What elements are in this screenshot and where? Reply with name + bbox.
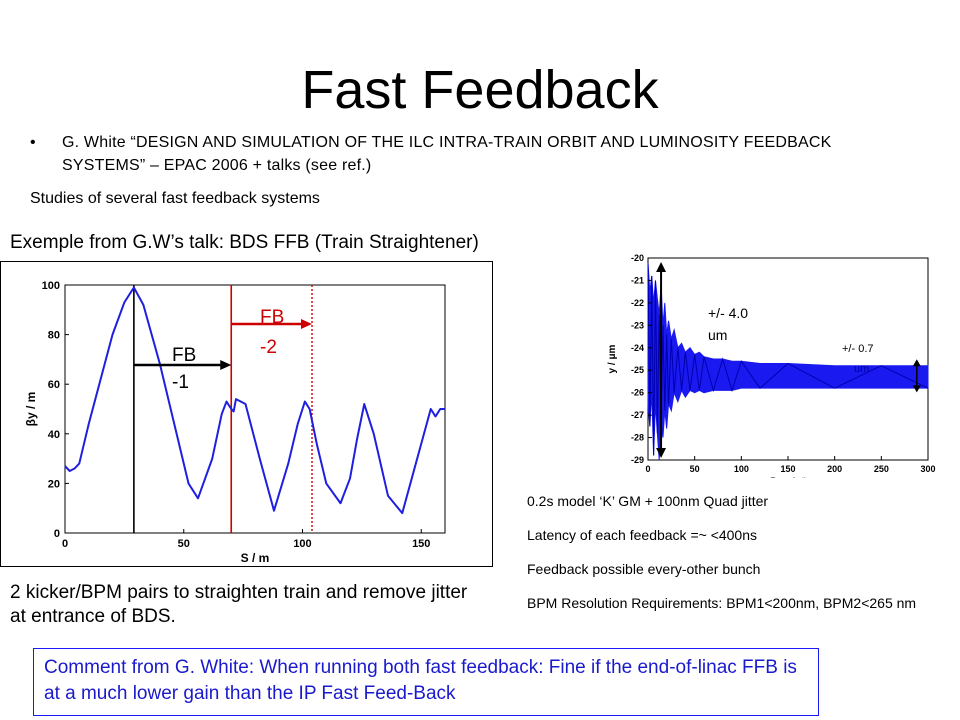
y-tick-label: 20	[48, 478, 60, 490]
range-label-large: +/- 4.0	[708, 305, 748, 321]
y-tick-label: -23	[631, 320, 644, 330]
range-arrow-large-tail	[656, 448, 667, 458]
fb2-label-suffix: -2	[260, 337, 277, 358]
note-item: Latency of each feedback =~ <400ns	[527, 527, 758, 543]
range-arrow-small-tail	[912, 385, 921, 393]
x-axis-label: S / m	[241, 551, 270, 565]
y-tick-label: -22	[631, 298, 644, 308]
range-arrow-small-head	[912, 359, 921, 367]
jitter-trace	[647, 262, 929, 456]
y-tick-label: 60	[48, 379, 60, 391]
note-item: Feedback possible every-other bunch	[527, 561, 761, 577]
range-label-small-unit: um	[854, 363, 869, 375]
x-tick-label: 200	[827, 464, 842, 474]
range-arrow-large-head	[656, 262, 667, 272]
x-tick-label: 150	[412, 538, 430, 550]
y-tick-label: -26	[631, 388, 644, 398]
beta-chart-frame	[0, 261, 493, 567]
y-tick-label: -29	[631, 455, 644, 465]
slide-title: Fast Feedback	[301, 60, 659, 120]
example-heading: Exemple from G.W’s talk: BDS FFB (Train …	[10, 232, 479, 253]
bunch-position-chart: 0 50 100 150 200 250 300 -20 -21 -22 -23 -24 -25 -26 -…	[607, 253, 936, 478]
reference-bullet: G. White “DESIGN AND SIMULATION OF THE I…	[62, 134, 832, 174]
x-tick-label: 0	[645, 464, 650, 474]
y-axis-label: βy / m	[24, 392, 38, 427]
beta-series-line	[64, 286, 445, 515]
x-tick-label: 100	[734, 464, 749, 474]
x-tick-label: 0	[62, 538, 68, 550]
y-tick-label: -20	[631, 253, 644, 263]
x-tick-label: 250	[874, 464, 889, 474]
y-tick-label: -28	[631, 433, 644, 443]
x-tick-label: 150	[780, 464, 795, 474]
beta-function-chart: 0 50 100 150 0 20 40 60 80 100 S / m βy / m FB -1 FB -2	[24, 280, 446, 565]
x-tick-label: 100	[293, 538, 311, 550]
y-axis-label: y / μm	[607, 344, 618, 373]
y-tick-label: -27	[631, 410, 644, 420]
y-tick-label: 100	[42, 280, 60, 292]
comment-box: Comment from G. White: When running both…	[33, 648, 819, 716]
x-axis-label: Bunch #	[770, 476, 806, 478]
bullet-marker: •	[30, 134, 36, 151]
y-tick-label: -25	[631, 365, 644, 375]
range-label-large-unit: um	[708, 327, 727, 343]
fb1-label: FB	[172, 345, 196, 366]
y-tick-label: -24	[631, 343, 644, 353]
fb2-label: FB	[260, 307, 284, 328]
studies-text: Studies of several fast feedback systems	[30, 190, 320, 207]
note-item: BPM Resolution Requirements: BPM1<200nm,…	[527, 595, 917, 611]
range-label-small: +/- 0.7	[842, 343, 874, 355]
fb2-arrow-head	[301, 319, 312, 329]
fb1-arrow-head	[220, 360, 232, 370]
x-tick-label: 300	[920, 464, 935, 474]
y-tick-label: 0	[54, 528, 60, 540]
x-tick-label: 50	[178, 538, 190, 550]
y-tick-label: 40	[48, 429, 60, 441]
fb1-label-suffix: -1	[172, 372, 189, 393]
note-item: 0.2s model ‘K’ GM + 100nm Quad jitter	[527, 493, 769, 509]
y-tick-label: -21	[631, 275, 644, 285]
chart-caption: 2 kicker/BPM pairs to straighten train a…	[10, 582, 468, 627]
simulation-notes: 0.2s model ‘K’ GM + 100nm Quad jitter La…	[527, 493, 947, 629]
x-tick-label: 50	[690, 464, 700, 474]
y-tick-label: 80	[48, 330, 60, 342]
